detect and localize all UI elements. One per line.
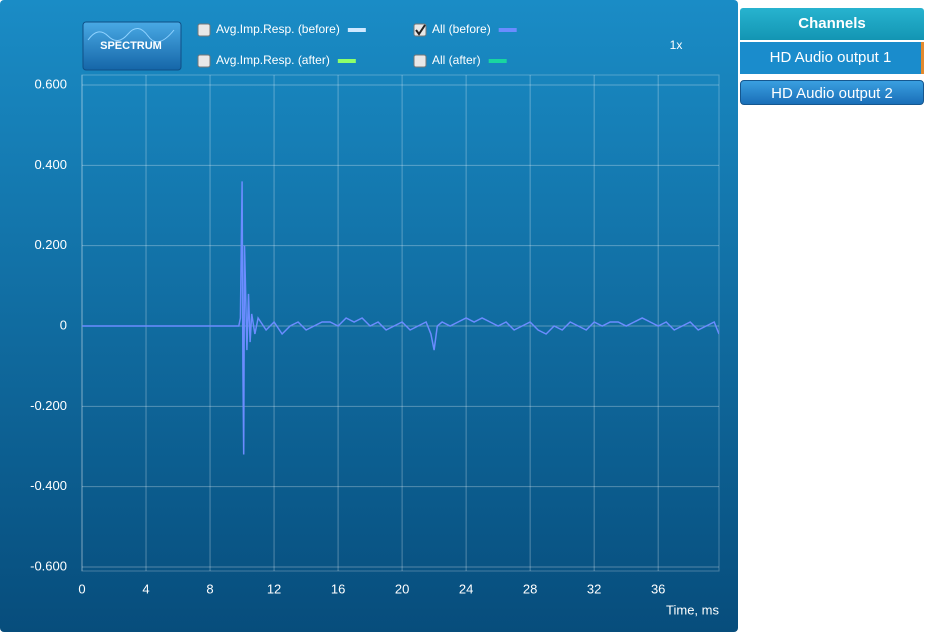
legend-label: Avg.Imp.Resp. (before) [216, 22, 340, 36]
chart-panel: SPECTRUM 1x 0.600 0.400 0.200 0 -0.200 -0.400… [0, 0, 738, 632]
spectrum-button[interactable] [82, 21, 182, 71]
checkbox[interactable] [197, 23, 211, 37]
panel-background [0, 0, 738, 632]
spectrum-icon [87, 28, 175, 43]
y-tick-label: 0.200 [34, 237, 67, 252]
channels-panel: Channels HD Audio output 1 HD Audio outpu… [740, 8, 924, 105]
x-axis-label: Time, ms [666, 602, 719, 617]
y-tick-label: 0.400 [34, 157, 67, 172]
legend-label: Avg.Imp.Resp. (after) [216, 53, 330, 67]
plot-area: 0.600 0.400 0.200 0 -0.200 -0.400 -0.600 0 4 8 12 1… [30, 74, 720, 617]
legend-label: All (after) [432, 53, 481, 67]
checkbox[interactable] [197, 54, 211, 68]
series-line [82, 181, 719, 455]
y-tick-label: -0.200 [30, 398, 67, 413]
x-tick-label: 12 [267, 581, 281, 596]
y-tick-label: -0.400 [30, 478, 67, 493]
x-tick-label: 20 [395, 581, 409, 596]
x-tick-label: 4 [142, 581, 149, 596]
y-tick-label: 0.600 [34, 76, 67, 91]
legend-label: All (before) [432, 22, 491, 36]
y-tick-label: 0 [60, 317, 67, 332]
y-tick-label: -0.600 [30, 558, 67, 573]
spectrum-label: SPECTRUM [100, 40, 162, 52]
zoom-label: 1x [670, 38, 683, 52]
channels-tab[interactable]: Channels [740, 8, 924, 40]
x-tick-label: 32 [587, 581, 601, 596]
x-tick-label: 0 [78, 581, 85, 596]
channel-item[interactable]: HD Audio output 1 [740, 42, 924, 74]
x-tick-label: 24 [459, 581, 473, 596]
x-tick-label: 28 [523, 581, 537, 596]
plot-frame [81, 74, 720, 572]
x-tick-label: 8 [206, 581, 213, 596]
checkbox[interactable] [413, 54, 427, 68]
channel-item[interactable]: HD Audio output 2 [740, 80, 924, 105]
x-tick-label: 36 [651, 581, 665, 596]
checkmark [415, 24, 426, 36]
x-tick-label: 16 [331, 581, 345, 596]
